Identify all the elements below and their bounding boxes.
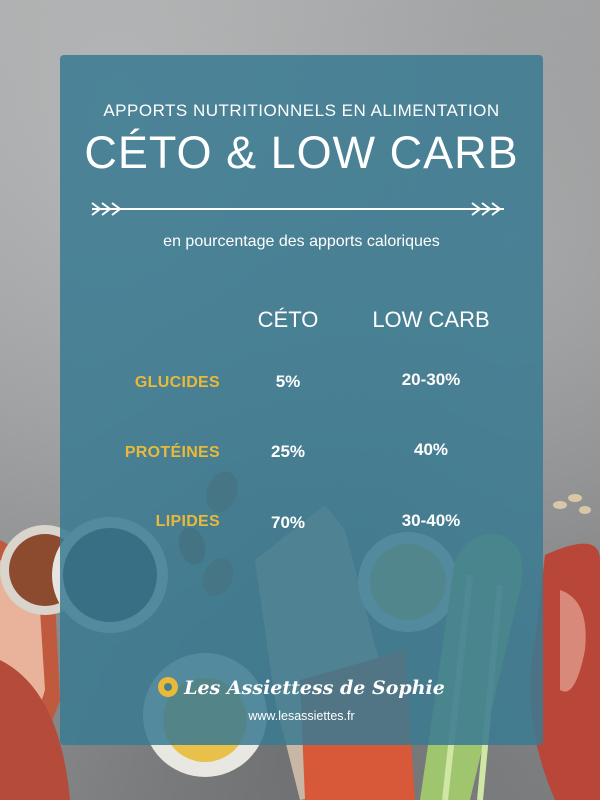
header-title: CÉTO & LOW CARB bbox=[84, 127, 519, 178]
nutrition-panel: APPORTS NUTRITIONNELS EN ALIMENTATION CÉ… bbox=[60, 55, 543, 745]
row-label-lipides: LIPIDES bbox=[155, 513, 220, 530]
cell-proteines-ceto: 25% bbox=[270, 442, 306, 461]
caption: en pourcentage des apports caloriques bbox=[163, 233, 440, 250]
row-label-proteines: PROTÉINES bbox=[124, 444, 220, 461]
cell-lipides-ceto: 70% bbox=[270, 513, 306, 532]
cell-glucides-lowcarb: 20-30% bbox=[401, 370, 461, 389]
header-subtitle: APPORTS NUTRITIONNELS EN ALIMENTATION bbox=[103, 101, 500, 120]
column-header-lowcarb: LOW CARB bbox=[372, 307, 490, 332]
brand-name: Les Assiettess de Sophie bbox=[184, 677, 445, 699]
plate-icon bbox=[158, 677, 179, 697]
row-label-glucides: GLUCIDES bbox=[134, 374, 220, 391]
cell-proteines-lowcarb: 40% bbox=[413, 440, 449, 459]
brand-url: www.lesassiettes.fr bbox=[248, 709, 355, 723]
cell-lipides-lowcarb: 30-40% bbox=[401, 511, 461, 530]
arrow-divider-icon bbox=[91, 202, 504, 216]
brand-logo: Les Assiettess de Sophie bbox=[60, 677, 543, 699]
column-header-ceto: CÉTO bbox=[257, 307, 319, 332]
cell-glucides-ceto: 5% bbox=[275, 372, 301, 391]
